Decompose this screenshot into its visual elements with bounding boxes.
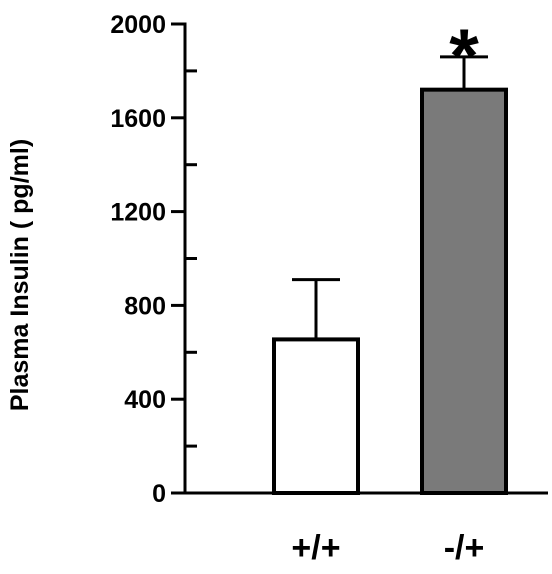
y-tick-label: 0 xyxy=(152,480,166,508)
x-category-label: +/+ xyxy=(291,529,340,567)
significance-asterisk: * xyxy=(449,14,479,99)
y-tick-label: 400 xyxy=(124,386,166,414)
bar xyxy=(420,87,508,495)
y-tick-label: 800 xyxy=(124,292,166,320)
y-tick-label: 2000 xyxy=(110,11,166,39)
bar xyxy=(272,337,360,495)
y-tick-label: 1200 xyxy=(110,199,166,227)
y-tick-label: 1600 xyxy=(110,105,166,133)
x-category-label: -/+ xyxy=(444,529,485,567)
y-axis-label: Plasma Insulin ( pg/ml) xyxy=(6,139,34,411)
